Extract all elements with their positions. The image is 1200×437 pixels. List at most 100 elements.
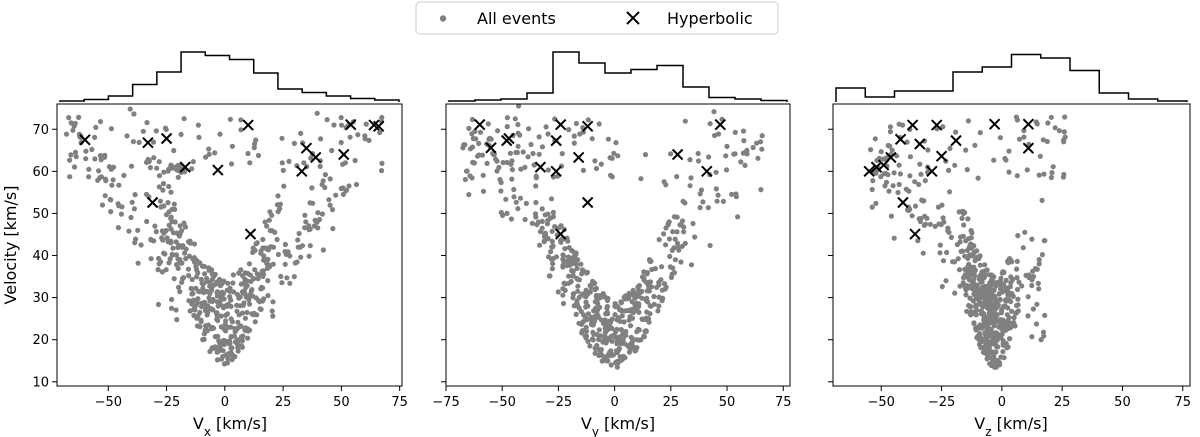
event-point (967, 295, 973, 301)
event-point (966, 261, 972, 267)
event-point (209, 271, 215, 277)
y-tick-label: 60 (32, 165, 49, 180)
event-point (221, 303, 227, 309)
event-point (302, 225, 308, 231)
event-point (160, 181, 167, 187)
histogram-vy (448, 51, 788, 102)
event-point (869, 186, 875, 193)
event-point (598, 346, 604, 353)
hyperbolic-marker (931, 119, 943, 131)
event-point (169, 296, 175, 303)
event-point (715, 192, 721, 198)
event-point (682, 200, 688, 206)
event-point (615, 304, 621, 310)
event-point (917, 161, 923, 167)
event-point (580, 167, 587, 173)
x-tick-label: −75 (432, 395, 459, 410)
event-point (918, 171, 924, 177)
event-point (247, 293, 253, 299)
event-point (869, 204, 875, 210)
event-point (1061, 171, 1067, 178)
event-point (940, 124, 946, 130)
event-point (515, 121, 521, 128)
event-point (327, 202, 333, 208)
event-point (526, 126, 532, 132)
event-point (206, 295, 212, 301)
event-point (190, 256, 196, 262)
event-point (612, 312, 618, 318)
event-point (616, 317, 622, 323)
event-point (156, 184, 162, 190)
event-point (614, 348, 620, 354)
event-point (952, 162, 958, 168)
event-point (319, 211, 325, 217)
event-point (212, 334, 218, 340)
event-point (1001, 269, 1007, 275)
event-point (143, 159, 150, 165)
event-point (569, 268, 575, 274)
event-point (532, 211, 539, 217)
event-point (982, 331, 989, 337)
event-point (515, 206, 521, 212)
event-point (619, 313, 625, 319)
event-point (231, 333, 237, 339)
event-point (108, 126, 114, 132)
event-point (642, 316, 649, 322)
event-point (76, 114, 82, 120)
event-point (244, 309, 250, 316)
event-point (377, 129, 383, 136)
event-point (665, 220, 671, 226)
event-point (742, 162, 748, 168)
event-point (195, 313, 201, 319)
event-point (203, 154, 209, 160)
x-tick-label: −50 (868, 395, 895, 410)
event-point (881, 156, 888, 162)
event-point (102, 176, 109, 182)
panel-vz: −50 −25 0 25 50 75 Vz [km/s] (828, 53, 1191, 437)
event-point (274, 236, 280, 243)
event-point (156, 255, 162, 262)
event-point (582, 317, 588, 323)
event-point (890, 183, 896, 189)
event-point (1049, 170, 1055, 176)
event-point (573, 311, 579, 317)
event-point (495, 128, 501, 134)
event-point (611, 150, 617, 156)
event-point (562, 281, 568, 287)
event-point (688, 262, 695, 268)
event-point (649, 266, 655, 273)
x-tick-label: 0 (610, 395, 618, 410)
event-point (169, 206, 175, 212)
event-point (1008, 274, 1014, 280)
hyperbolic-marker (885, 151, 897, 164)
event-point (945, 228, 951, 234)
event-point (639, 295, 645, 301)
event-point (135, 260, 141, 266)
event-point (161, 230, 167, 236)
event-point (238, 323, 244, 329)
hyperbolic-marker (581, 120, 594, 133)
y-ticks-vy (441, 128, 446, 383)
event-point (643, 329, 649, 335)
event-point (314, 110, 320, 116)
event-point (309, 185, 315, 191)
hyperbolic-marker (372, 120, 385, 133)
event-point (269, 212, 275, 218)
event-point (917, 218, 924, 225)
event-point (894, 153, 900, 159)
event-point (230, 280, 236, 286)
event-point (272, 229, 278, 235)
event-point (296, 230, 302, 237)
event-point (1004, 322, 1011, 328)
event-point (86, 166, 92, 172)
event-point (136, 139, 142, 145)
event-point (86, 174, 92, 180)
event-point (1014, 266, 1020, 272)
event-point (287, 253, 293, 259)
hyperbolic-marker (244, 228, 257, 240)
event-point (1003, 277, 1009, 283)
event-point (126, 228, 132, 234)
event-point (163, 267, 169, 273)
hyperbolic-marker (534, 161, 547, 173)
event-point (878, 149, 884, 155)
